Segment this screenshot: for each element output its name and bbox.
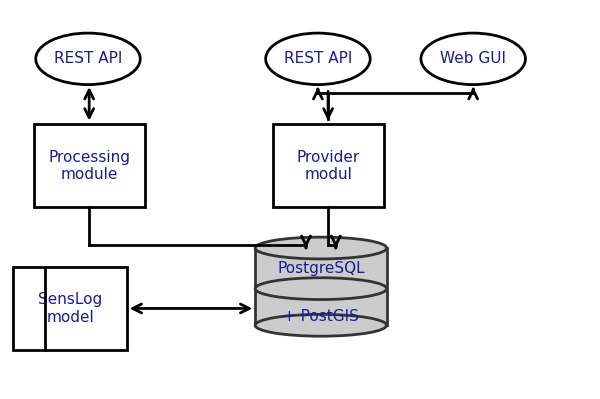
Ellipse shape	[255, 237, 386, 259]
Text: PostgreSQL: PostgreSQL	[277, 261, 365, 277]
Text: + PostGIS: + PostGIS	[283, 309, 359, 324]
Ellipse shape	[36, 33, 140, 85]
Text: REST API: REST API	[284, 51, 352, 66]
Bar	[34, 124, 145, 207]
Text: Processing
module: Processing module	[49, 150, 130, 182]
Text: REST API: REST API	[54, 51, 122, 66]
Bar	[13, 267, 127, 350]
Text: Web GUI: Web GUI	[440, 51, 506, 66]
Ellipse shape	[255, 314, 386, 336]
Ellipse shape	[421, 33, 526, 85]
Text: SensLog
model: SensLog model	[38, 292, 102, 325]
Bar	[273, 124, 383, 207]
Ellipse shape	[255, 278, 386, 300]
Text: Provider
modul: Provider modul	[297, 150, 360, 182]
Bar	[255, 248, 386, 325]
Ellipse shape	[266, 33, 370, 85]
